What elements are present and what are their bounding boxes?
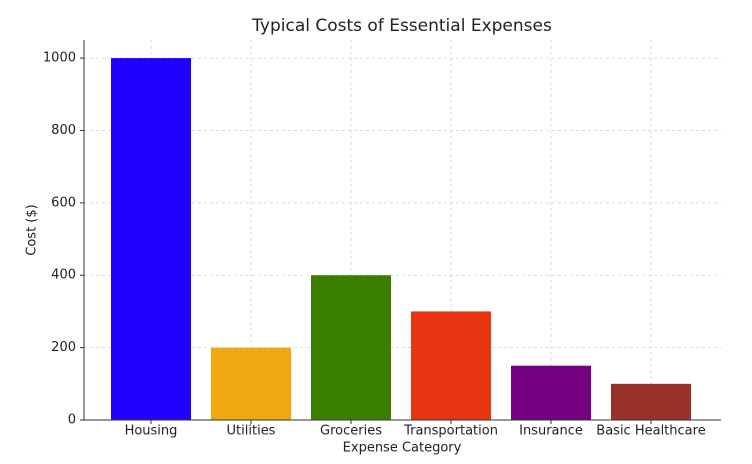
bar bbox=[311, 275, 391, 420]
x-tick-label: Utilities bbox=[227, 424, 276, 439]
y-tick-label: 200 bbox=[51, 340, 76, 355]
y-tick-label: 600 bbox=[51, 195, 76, 210]
y-tick-label: 1000 bbox=[43, 51, 76, 66]
bar bbox=[111, 58, 191, 420]
bar bbox=[211, 347, 291, 420]
bar bbox=[511, 365, 591, 420]
x-axis-label: Expense Category bbox=[343, 441, 462, 456]
y-tick-label: 0 bbox=[68, 413, 76, 428]
x-tick-label: Housing bbox=[125, 424, 178, 439]
x-tick-label: Transportation bbox=[403, 424, 498, 439]
y-tick-label: 800 bbox=[51, 123, 76, 138]
bar bbox=[411, 311, 491, 420]
y-axis-label: Cost ($) bbox=[25, 204, 40, 255]
y-tick-label: 400 bbox=[51, 268, 76, 283]
bar bbox=[611, 383, 691, 420]
x-tick-label: Groceries bbox=[320, 424, 382, 439]
x-tick-label: Insurance bbox=[519, 424, 583, 439]
x-tick-label: Basic Healthcare bbox=[596, 424, 705, 439]
chart-title: Typical Costs of Essential Expenses bbox=[251, 16, 552, 36]
